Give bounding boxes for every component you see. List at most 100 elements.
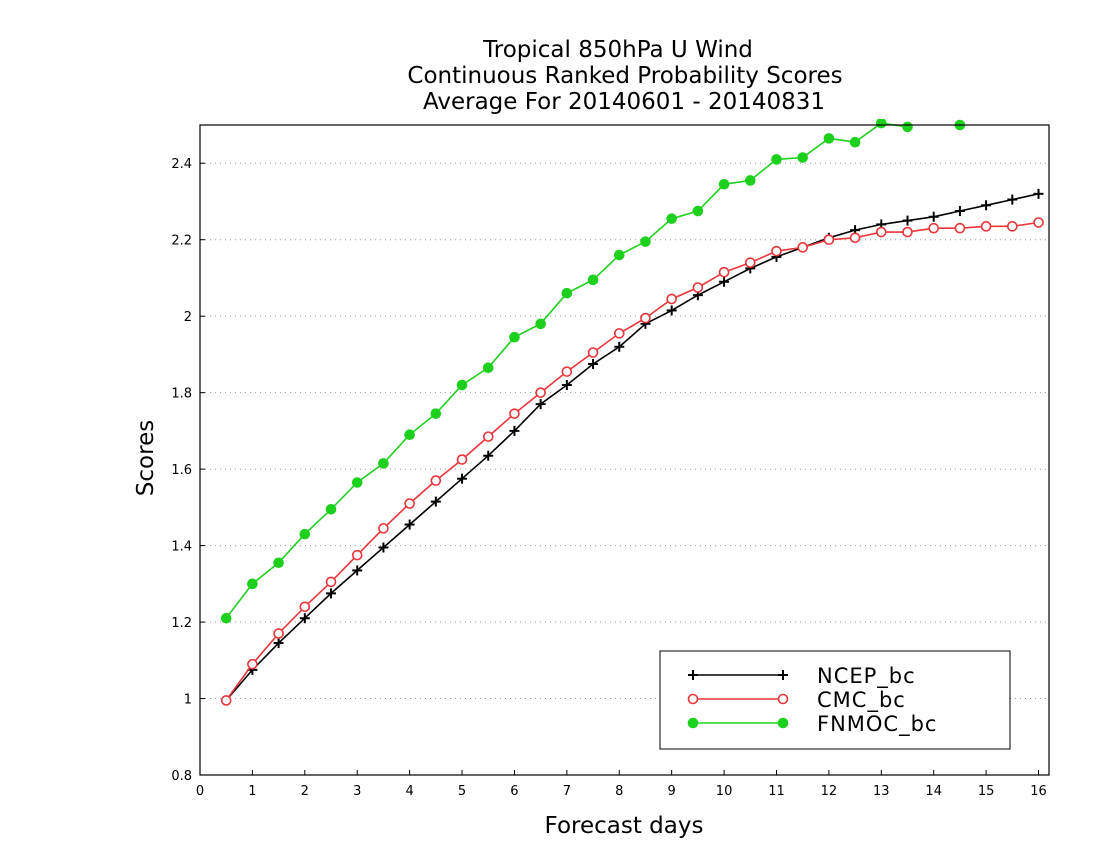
data-point-cmc bbox=[849, 232, 861, 244]
data-point-fnmoc bbox=[849, 136, 861, 148]
series-fnmoc bbox=[220, 119, 966, 624]
data-point-ncep bbox=[1007, 194, 1018, 205]
legend-item-fnmoc: FNMOC_bc bbox=[687, 712, 937, 737]
data-point-cmc bbox=[718, 266, 730, 278]
data-point-fnmoc bbox=[902, 121, 913, 133]
data-point-cmc bbox=[535, 387, 546, 398]
x-tick-label: 12 bbox=[821, 784, 838, 799]
data-point-fnmoc bbox=[247, 578, 258, 590]
data-point-cmc bbox=[692, 282, 704, 293]
plot-frame bbox=[199, 124, 1050, 776]
data-point-fnmoc bbox=[587, 274, 599, 286]
y-tick-label: 2 bbox=[184, 310, 192, 325]
data-point-cmc bbox=[640, 312, 651, 324]
data-point-fnmoc bbox=[430, 408, 442, 419]
x-tick-label: 11 bbox=[768, 784, 785, 799]
data-point-fnmoc bbox=[299, 528, 311, 540]
data-point-fnmoc bbox=[351, 477, 363, 488]
data-point-cmc bbox=[954, 222, 966, 234]
data-point-ncep bbox=[378, 542, 389, 553]
data-point-fnmoc bbox=[404, 429, 415, 441]
legend-item-cmc: CMC_bc bbox=[687, 688, 906, 713]
legend-marker-cmc bbox=[777, 693, 789, 705]
data-point-cmc bbox=[456, 454, 468, 465]
legend-label-ncep: NCEP_bc bbox=[817, 664, 916, 689]
x-tick-label: 16 bbox=[1030, 784, 1047, 799]
x-tick-label: 1 bbox=[248, 784, 256, 799]
x-tick-label: 9 bbox=[668, 784, 676, 799]
chart-title-line-3: Average For 20140601 - 20140831 bbox=[423, 89, 825, 115]
data-point-fnmoc bbox=[744, 175, 756, 186]
data-point-cmc bbox=[771, 245, 782, 257]
data-point-fnmoc bbox=[771, 154, 782, 165]
data-point-fnmoc bbox=[823, 133, 835, 144]
data-point-cmc bbox=[509, 408, 520, 419]
data-point-ncep bbox=[326, 588, 337, 599]
x-tick-label: 4 bbox=[405, 784, 413, 799]
data-point-cmc bbox=[980, 221, 992, 232]
data-point-cmc bbox=[928, 222, 940, 234]
data-point-ncep bbox=[954, 206, 965, 217]
data-point-cmc bbox=[220, 695, 232, 706]
legend-label-cmc: CMC_bc bbox=[817, 688, 906, 713]
data-point-ncep bbox=[404, 519, 415, 530]
legend-marker-ncep bbox=[688, 670, 698, 680]
data-point-cmc bbox=[247, 658, 258, 670]
data-point-fnmoc bbox=[640, 236, 651, 247]
x-tick-label: 8 bbox=[615, 784, 623, 799]
x-tick-label: 5 bbox=[458, 784, 466, 799]
series-cmc bbox=[220, 217, 1044, 706]
x-tick-label: 3 bbox=[353, 784, 361, 799]
data-point-fnmoc bbox=[613, 249, 625, 261]
x-tick-label: 15 bbox=[978, 784, 995, 799]
data-point-cmc bbox=[404, 498, 415, 509]
data-point-fnmoc bbox=[561, 287, 573, 299]
y-tick-label: 2.4 bbox=[171, 157, 192, 172]
data-point-cmc bbox=[561, 366, 573, 377]
data-point-ncep bbox=[457, 473, 468, 484]
data-point-cmc bbox=[325, 576, 337, 588]
data-point-ncep bbox=[719, 276, 730, 287]
data-point-cmc bbox=[1033, 217, 1044, 228]
x-tick-label: 0 bbox=[196, 784, 204, 799]
data-point-cmc bbox=[744, 257, 756, 268]
x-tick-label: 14 bbox=[925, 784, 942, 799]
data-point-cmc bbox=[587, 347, 599, 358]
plot-area bbox=[220, 119, 1044, 706]
y-tick-label: 1.2 bbox=[171, 616, 192, 631]
data-point-ncep bbox=[430, 496, 441, 507]
y-tick-label: 2.2 bbox=[171, 234, 192, 249]
x-tick-label: 7 bbox=[563, 784, 571, 799]
series-line-cmc bbox=[225, 221, 1039, 701]
data-point-ncep bbox=[588, 358, 599, 369]
data-point-fnmoc bbox=[666, 213, 677, 224]
data-point-ncep bbox=[299, 613, 310, 624]
data-point-cmc bbox=[482, 431, 494, 442]
data-point-ncep bbox=[483, 450, 494, 461]
data-point-cmc bbox=[797, 242, 808, 253]
data-point-fnmoc bbox=[535, 318, 546, 330]
legend-marker-cmc bbox=[687, 693, 699, 705]
series-line-ncep bbox=[225, 193, 1039, 701]
x-tick-label: 10 bbox=[716, 784, 733, 799]
chart-title-line-1: Tropical 850hPa U Wind bbox=[482, 37, 753, 63]
data-point-ncep bbox=[1033, 188, 1044, 199]
data-point-fnmoc bbox=[220, 612, 232, 624]
data-point-ncep bbox=[928, 211, 939, 222]
data-point-cmc bbox=[875, 226, 887, 238]
data-point-ncep bbox=[981, 200, 992, 211]
y-axis-ticks: 0.8 1 1.2 1.4 1.6 1.8 2 2.2 2.4 bbox=[171, 157, 205, 784]
legend-item-ncep: NCEP_bc bbox=[688, 664, 916, 689]
y-tick-label: 0.8 bbox=[171, 769, 192, 784]
y-tick-label: 1.6 bbox=[171, 463, 192, 478]
series-layer bbox=[220, 119, 1044, 706]
legend-marker-ncep bbox=[778, 670, 788, 680]
x-tick-label: 2 bbox=[301, 784, 309, 799]
chart-title-line-2: Continuous Ranked Probability Scores bbox=[407, 63, 842, 89]
legend-label-fnmoc: FNMOC_bc bbox=[817, 712, 937, 737]
data-point-ncep bbox=[273, 638, 284, 649]
data-point-fnmoc bbox=[509, 331, 520, 343]
data-point-cmc bbox=[299, 601, 311, 613]
